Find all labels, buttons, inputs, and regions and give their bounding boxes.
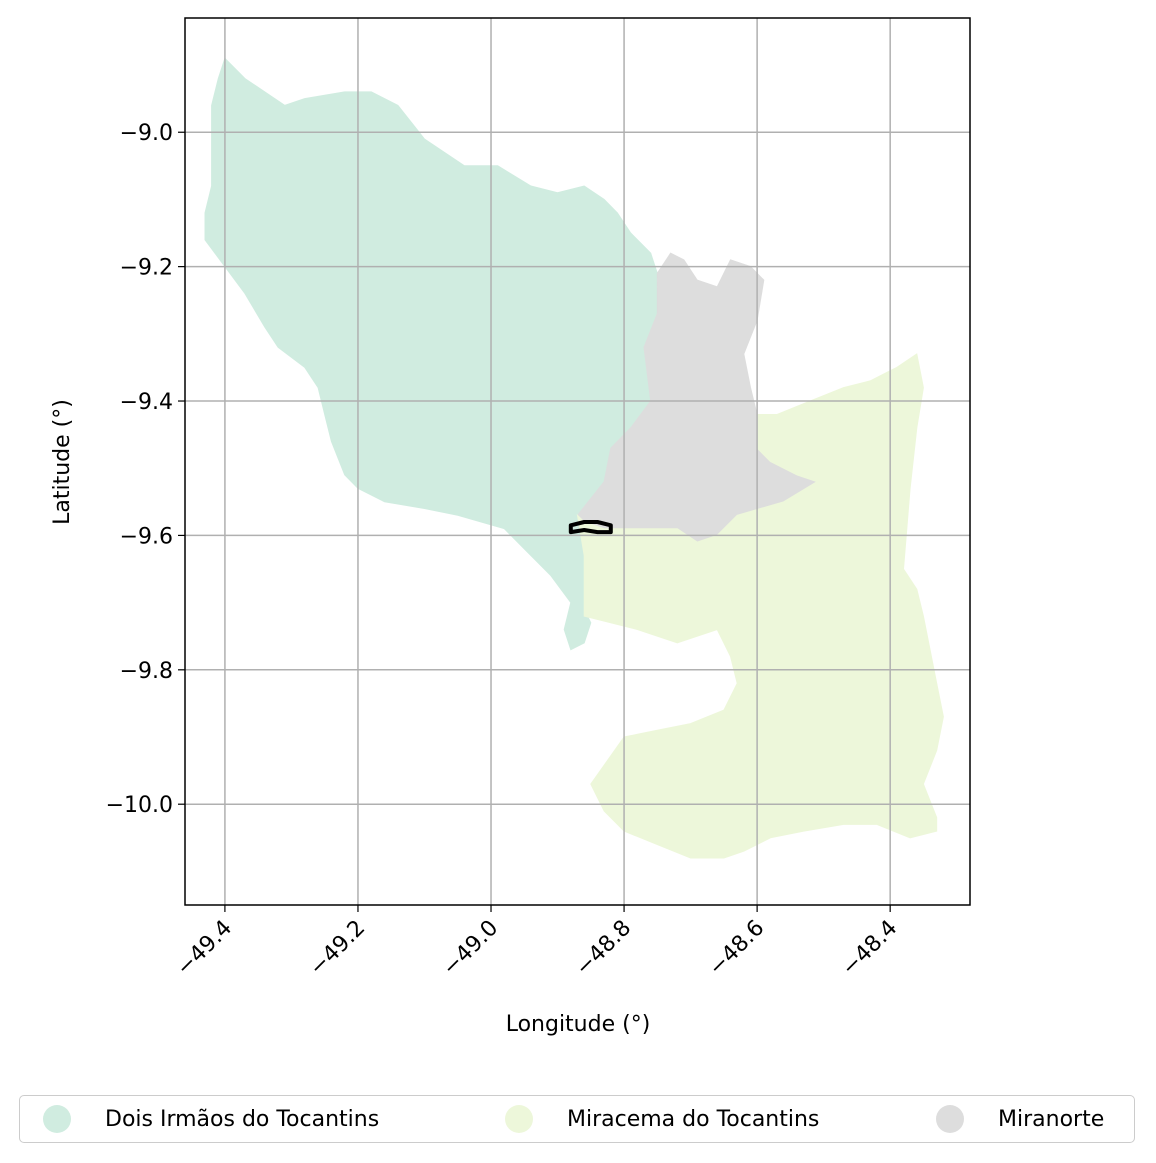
x-tick-label: −49.0 — [438, 916, 503, 981]
legend-label-miracema: Miracema do Tocantins — [567, 1107, 819, 1132]
legend-item-dois-irmaos: Dois Irmãos do Tocantins — [43, 1096, 379, 1142]
x-tick-label: −48.4 — [837, 916, 902, 981]
legend-label-miranorte: Miranorte — [998, 1107, 1104, 1132]
legend-label-dois-irmaos: Dois Irmãos do Tocantins — [105, 1107, 379, 1132]
y-tick-label: −9.2 — [120, 256, 173, 281]
x-axis-ticks: −49.4 −49.2 −49.0 −48.8 −48.6 −48.4 — [172, 905, 903, 981]
legend-swatch-miracema — [505, 1105, 533, 1133]
y-tick-label: −9.4 — [120, 390, 173, 415]
regions-layer — [205, 58, 943, 858]
legend: Dois Irmãos do Tocantins Miracema do Toc… — [19, 1095, 1135, 1143]
x-tick-label: −49.4 — [172, 916, 237, 981]
y-axis-title: Latitude (°) — [50, 399, 75, 525]
legend-item-miracema: Miracema do Tocantins — [505, 1096, 819, 1142]
x-axis-title: Longitude (°) — [506, 1012, 651, 1037]
x-tick-label: −48.6 — [704, 916, 769, 981]
x-tick-label: −49.2 — [305, 916, 370, 981]
legend-swatch-dois-irmaos — [43, 1105, 71, 1133]
y-tick-label: −9.8 — [120, 659, 173, 684]
legend-item-miranorte: Miranorte — [936, 1096, 1104, 1142]
y-tick-label: −10.0 — [106, 793, 173, 818]
y-tick-label: −9.0 — [120, 121, 173, 146]
y-tick-label: −9.6 — [120, 524, 173, 549]
y-axis-ticks: −9.0 −9.2 −9.4 −9.6 −9.8 −10.0 — [106, 121, 185, 818]
x-tick-label: −48.8 — [571, 916, 636, 981]
legend-swatch-miranorte — [936, 1105, 964, 1133]
